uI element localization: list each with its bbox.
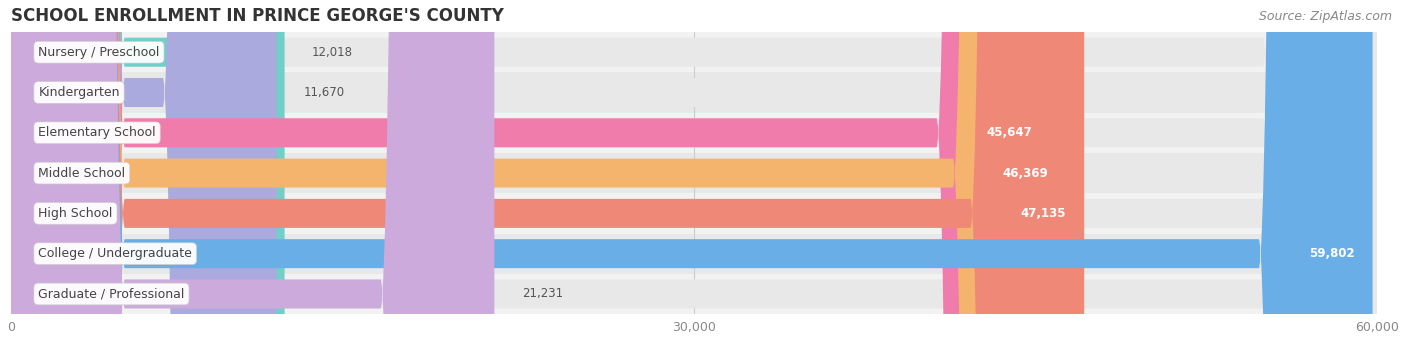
Text: Nursery / Preschool: Nursery / Preschool [38, 46, 160, 59]
FancyBboxPatch shape [11, 0, 1376, 341]
Text: Middle School: Middle School [38, 167, 125, 180]
Text: SCHOOL ENROLLMENT IN PRINCE GEORGE'S COUNTY: SCHOOL ENROLLMENT IN PRINCE GEORGE'S COU… [11, 7, 503, 25]
FancyBboxPatch shape [11, 0, 1376, 341]
FancyBboxPatch shape [11, 0, 284, 341]
Text: 59,802: 59,802 [1309, 247, 1354, 260]
Text: College / Undergraduate: College / Undergraduate [38, 247, 193, 260]
Bar [11, 274, 1376, 314]
Text: 11,670: 11,670 [304, 86, 344, 99]
Bar [11, 234, 1376, 274]
Bar [11, 72, 1376, 113]
FancyBboxPatch shape [11, 0, 1050, 341]
FancyBboxPatch shape [11, 0, 277, 341]
FancyBboxPatch shape [11, 0, 1376, 341]
FancyBboxPatch shape [11, 0, 495, 341]
FancyBboxPatch shape [11, 0, 1376, 341]
FancyBboxPatch shape [11, 0, 1376, 341]
Text: High School: High School [38, 207, 112, 220]
FancyBboxPatch shape [11, 0, 1084, 341]
FancyBboxPatch shape [11, 0, 1067, 341]
Text: Elementary School: Elementary School [38, 126, 156, 139]
Bar [11, 113, 1376, 153]
Text: 12,018: 12,018 [312, 46, 353, 59]
FancyBboxPatch shape [11, 0, 1376, 341]
FancyBboxPatch shape [11, 0, 1372, 341]
Text: 45,647: 45,647 [987, 126, 1032, 139]
Text: 46,369: 46,369 [1002, 167, 1049, 180]
Bar [11, 193, 1376, 234]
Text: Graduate / Professional: Graduate / Professional [38, 287, 184, 300]
Bar [11, 32, 1376, 72]
Bar [11, 153, 1376, 193]
Text: 47,135: 47,135 [1021, 207, 1066, 220]
Text: 21,231: 21,231 [522, 287, 562, 300]
Text: Kindergarten: Kindergarten [38, 86, 120, 99]
Text: Source: ZipAtlas.com: Source: ZipAtlas.com [1258, 10, 1392, 23]
FancyBboxPatch shape [11, 0, 1376, 341]
